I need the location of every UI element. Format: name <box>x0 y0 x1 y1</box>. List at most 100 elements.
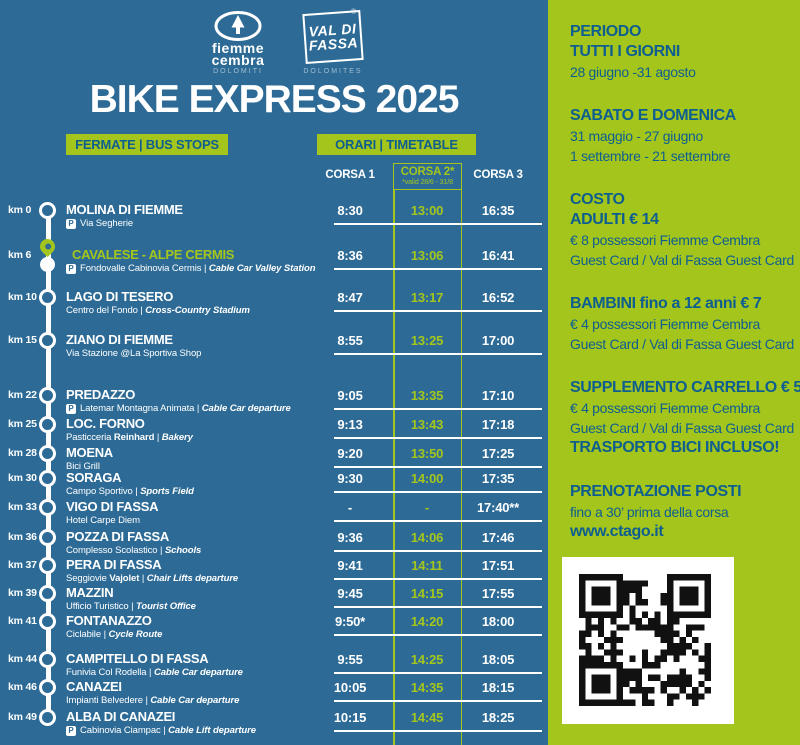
row-divider <box>334 672 542 674</box>
stop-circle-icon <box>39 387 56 404</box>
time-corsa3: 17:00 <box>481 333 515 348</box>
stop-row: km 49 ALBA DI CANAZEI P Cabinovia Ciampac… <box>0 709 548 745</box>
time-corsa1: 9:20 <box>337 446 363 461</box>
stop-row: km 37 PERA DI FASSA PSeggiovie Vajolet |… <box>0 557 548 585</box>
stop-circle-icon <box>39 445 56 462</box>
qr-code-pattern <box>579 574 711 706</box>
info-sections: PERIODO TUTTI I GIORNI 28 giugno -31 agost… <box>570 22 800 542</box>
stop-km-label: km 28 <box>8 447 37 459</box>
stop-name: CAMPITELLO DI FASSA <box>66 651 209 666</box>
time-corsa1: 8:47 <box>337 290 363 305</box>
time-corsa1: 9:55 <box>337 652 363 667</box>
row-divider <box>334 268 542 270</box>
stop-row: km 28 MOENA PBici Grill | 9:20 13:50 17:… <box>0 445 548 472</box>
stop-row: km 22 PREDAZZO P Latemar Montagna Animata… <box>0 387 548 416</box>
stop-sublabel: PUfficio Turistico | Tourist Office <box>66 601 196 612</box>
info-section: PRENOTAZIONE POSTI fino a 30’ prima della… <box>570 482 788 542</box>
time-corsa3: 18:05 <box>481 652 515 667</box>
stop-km-label: km 6 <box>8 249 32 261</box>
stop-sublabel: PCiclabile | Cycle Route <box>66 629 163 640</box>
fiemme-logo-sub: DOLOMITI <box>213 68 263 75</box>
info-line: www.ctago.it <box>570 523 664 540</box>
time-corsa2: 13:06 <box>410 248 444 263</box>
time-corsa3: 17:35 <box>481 471 515 486</box>
time-corsa2: 13:25 <box>410 333 444 348</box>
stop-name: PERA DI FASSA <box>66 557 162 572</box>
stop-circle-icon <box>39 557 56 574</box>
info-line: TRASPORTO BICI INCLUSO! <box>570 439 780 456</box>
stop-sublabel: PBici Grill | <box>66 461 100 472</box>
stop-name: LAGO DI TESERO <box>66 289 174 304</box>
stop-sublabel: PSeggiovie Vajolet | Chair Lifts departu… <box>66 573 239 584</box>
time-corsa3: 17:51 <box>481 558 515 573</box>
row-divider <box>334 491 542 493</box>
fermate-bus-stops-label: FERMATE | BUS STOPS <box>66 134 228 155</box>
corsa2-validity-note: *valid 28/6 - 31/8 <box>402 179 453 186</box>
stop-marker <box>0 613 60 651</box>
row-divider <box>334 408 542 410</box>
time-corsa2: 14:15 <box>410 586 444 601</box>
stop-sublabel: PImpianti Belvedere | Cable Car departur… <box>66 695 240 706</box>
parking-icon: P <box>66 726 76 736</box>
info-line: 31 maggio - 27 giugno <box>570 128 704 144</box>
stop-circle-icon <box>39 651 56 668</box>
info-section: SABATO E DOMENICA 31 maggio - 27 giugno 1 … <box>570 106 788 166</box>
time-corsa2: 14:35 <box>410 680 444 695</box>
time-corsa2: 14:45 <box>410 710 444 725</box>
stop-km-label: km 46 <box>8 681 37 693</box>
time-corsa3: 17:40** <box>477 500 519 515</box>
row-divider <box>334 634 542 636</box>
orari-timetable-label: ORARI | TIMETABLE <box>317 134 476 155</box>
time-corsa1: 9:13 <box>337 417 363 432</box>
stop-km-label: km 22 <box>8 389 37 401</box>
info-section: PERIODO TUTTI I GIORNI 28 giugno -31 agost… <box>570 22 788 82</box>
stop-marker <box>0 499 60 529</box>
info-line: Guest Card / Val di Fassa Guest Card <box>570 336 794 352</box>
time-corsa2: - <box>424 500 430 515</box>
stop-name: ALBA DI CANAZEI <box>66 709 176 724</box>
stop-name: CANAZEI <box>66 679 122 694</box>
stop-circle-icon <box>39 709 56 726</box>
info-line: SUPPLEMENTO CARRELLO € 5 <box>570 379 800 396</box>
stop-marker <box>0 387 60 416</box>
tree-ellipse-icon <box>214 11 262 41</box>
time-corsa3: 16:52 <box>481 290 515 305</box>
parking-icon: P <box>66 264 76 274</box>
time-corsa1: 8:55 <box>337 333 363 348</box>
route-line <box>45 210 51 719</box>
stop-row: km 44 CAMPITELLO DI FASSA PFunivia Col R… <box>0 651 548 679</box>
info-line: € 4 possessori Fiemme Cembra <box>570 316 760 332</box>
info-panel: PERIODO TUTTI I GIORNI 28 giugno -31 agost… <box>548 0 800 745</box>
info-line: SABATO E DOMENICA <box>570 107 736 124</box>
time-corsa3: 17:46 <box>481 530 515 545</box>
qr-code <box>562 557 734 724</box>
stop-marker <box>0 557 60 585</box>
stop-name: ZIANO DI FIEMME <box>66 332 173 347</box>
stop-km-label: km 36 <box>8 531 37 543</box>
info-line: PERIODO <box>570 23 641 40</box>
stop-sublabel: PPasticceria Reinhard | Bakery <box>66 432 193 443</box>
row-divider <box>334 700 542 702</box>
stop-row: km 46 CANAZEI PImpianti Belvedere | Cabl… <box>0 679 548 709</box>
stop-name: VIGO DI FASSA <box>66 499 159 514</box>
time-corsa2: 14:00 <box>410 471 444 486</box>
stop-sublabel: PCampo Sportivo | Sports Field <box>66 486 194 497</box>
parking-icon: P <box>66 404 76 414</box>
time-corsa3: 18:15 <box>481 680 515 695</box>
stop-marker <box>0 585 60 613</box>
row-divider <box>334 550 542 552</box>
stop-sublabel: P Latemar Montagna Animata | Cable Car de… <box>66 403 321 414</box>
stop-circle-icon <box>39 416 56 433</box>
time-corsa3: 18:00 <box>481 614 515 629</box>
fiemme-logo-line2: cembra <box>211 52 265 68</box>
stop-marker <box>0 470 60 499</box>
stop-marker <box>0 202 60 247</box>
time-corsa1: 9:50* <box>334 614 366 629</box>
time-corsa3: 18:25 <box>481 710 515 725</box>
stop-circle-icon <box>40 257 55 272</box>
stop-circle-icon <box>39 289 56 306</box>
